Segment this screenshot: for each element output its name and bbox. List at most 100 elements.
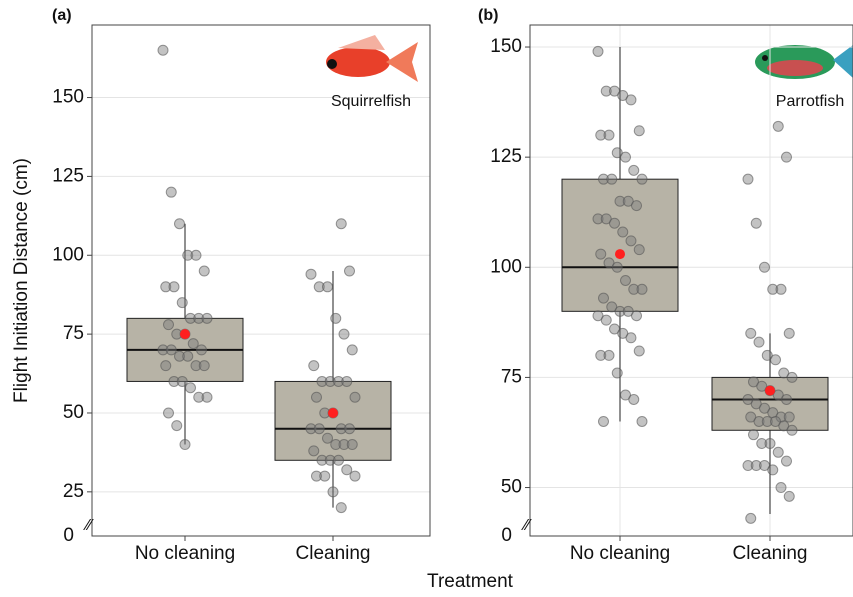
plot-frame (91, 24, 431, 537)
data-point (633, 345, 645, 357)
data-point (625, 94, 637, 106)
data-point (198, 360, 210, 372)
data-point (305, 268, 317, 280)
data-point (330, 312, 342, 324)
data-point (316, 375, 328, 387)
data-point (157, 44, 169, 56)
data-point (767, 283, 779, 295)
x-axis-label: Treatment (427, 571, 514, 592)
axis-break: ⁄⁄ (520, 517, 532, 534)
data-point (595, 349, 607, 361)
y-tick-label: 125 (52, 165, 84, 186)
axis-break-label: 0 (501, 525, 512, 546)
data-point (633, 125, 645, 137)
data-point (335, 502, 347, 514)
data-point (611, 367, 623, 379)
data-point (783, 411, 795, 423)
data-point (346, 344, 358, 356)
data-point (617, 226, 629, 238)
data-point (753, 415, 765, 427)
data-point (193, 391, 205, 403)
data-point (344, 265, 355, 277)
data-point (319, 470, 331, 482)
y-tick-label: 150 (490, 36, 522, 57)
data-point (603, 129, 615, 141)
data-point (305, 423, 317, 435)
data-point (313, 423, 325, 435)
data-point (160, 360, 172, 372)
data-point (595, 248, 607, 260)
axis-break-label: 0 (63, 525, 74, 546)
squirrelfish-icon (326, 35, 418, 82)
data-point (609, 217, 620, 229)
data-point (783, 327, 795, 339)
data-point (625, 332, 637, 344)
data-point (185, 382, 196, 394)
y-tick-label: 75 (63, 323, 84, 344)
data-point (174, 218, 185, 230)
data-point (324, 454, 336, 466)
data-point (198, 265, 210, 277)
data-point (308, 360, 320, 372)
data-point (756, 437, 768, 449)
data-point (636, 283, 648, 295)
data-point (335, 218, 347, 230)
annotation: Squirrelfish (331, 93, 411, 110)
data-point (781, 393, 792, 405)
data-point (614, 305, 626, 317)
mean-point (765, 385, 775, 396)
data-point (196, 344, 207, 356)
data-point (742, 460, 754, 472)
data-point (631, 310, 642, 322)
mean-point (180, 329, 190, 340)
y-tick-label: 100 (490, 256, 522, 277)
data-point (742, 173, 754, 185)
data-point (631, 200, 642, 212)
data-point (311, 470, 322, 482)
data-point (786, 371, 798, 383)
data-point (341, 375, 353, 387)
data-point (745, 512, 757, 524)
data-point (775, 283, 787, 295)
mean-point (328, 407, 338, 418)
data-point (592, 213, 604, 225)
data-point (176, 297, 188, 309)
data-point (346, 439, 358, 451)
data-point (187, 338, 199, 350)
data-point (750, 217, 762, 229)
data-point (772, 446, 784, 458)
mean-point (615, 249, 625, 260)
data-point (157, 344, 169, 356)
data-point (163, 407, 174, 419)
panel-label: (b) (478, 7, 498, 24)
data-point (625, 235, 637, 247)
data-point (600, 85, 612, 97)
data-point (600, 314, 612, 326)
data-point (341, 464, 353, 476)
data-point (349, 391, 361, 403)
data-point (193, 312, 205, 324)
data-point (333, 454, 344, 466)
data-point (322, 281, 333, 293)
data-point (308, 445, 320, 457)
data-point (182, 249, 194, 261)
data-point (636, 415, 648, 427)
data-point (781, 455, 792, 467)
data-point (770, 354, 781, 366)
data-point (633, 244, 645, 256)
data-point (772, 120, 784, 132)
data-point (611, 261, 623, 273)
data-point (165, 186, 177, 198)
data-point (753, 336, 765, 348)
data-point (761, 415, 773, 427)
data-point (327, 486, 339, 498)
data-point (168, 281, 180, 293)
data-point (171, 420, 183, 432)
data-point (185, 312, 196, 324)
x-tick-label: No cleaning (135, 543, 235, 564)
y-tick-label: 125 (490, 146, 522, 167)
data-point (598, 415, 609, 427)
data-point (614, 195, 626, 207)
data-point (338, 439, 350, 451)
y-tick-label: 50 (501, 477, 522, 498)
